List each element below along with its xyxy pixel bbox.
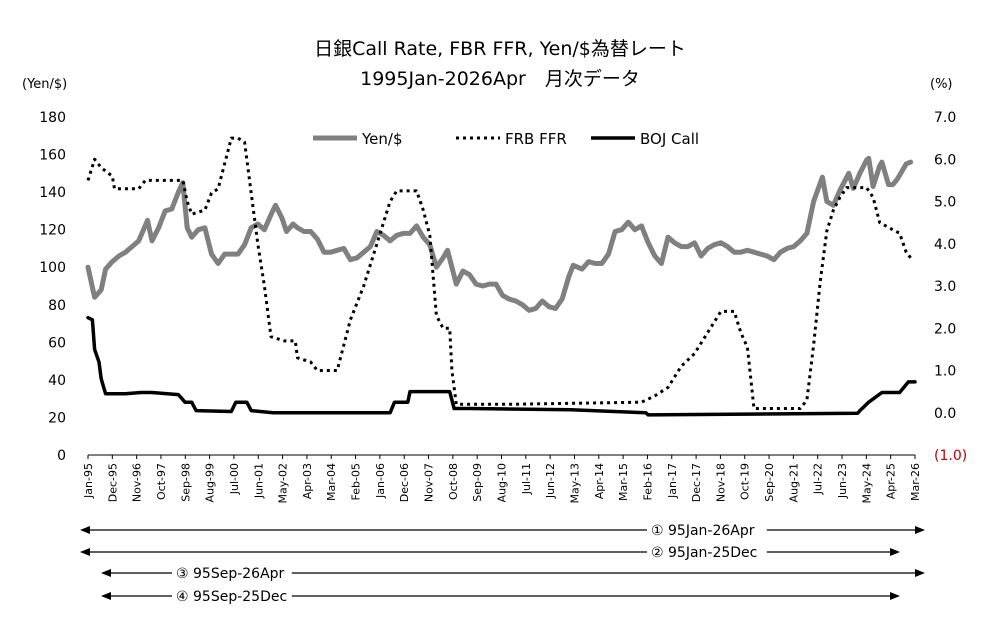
y-right-tick-label: 0.0	[934, 406, 956, 422]
period-arrow-label: ① 95Jan-26Apr	[651, 523, 755, 539]
x-tick-label: Jul-00	[228, 463, 241, 495]
x-tick-label: Mar-26	[909, 463, 922, 501]
x-tick-label: Jan-06	[374, 463, 387, 499]
x-tick-label: Aug-99	[204, 463, 217, 502]
x-tick-label: Jan-95	[82, 463, 95, 499]
x-tick-label: Dec-95	[106, 463, 119, 502]
y-left-tick-label: 180	[39, 110, 66, 126]
legend-label: FRB FFR	[505, 130, 567, 148]
y-left-tick-label: 140	[39, 185, 66, 201]
period-arrow-label-bg	[172, 563, 292, 583]
y-right-tick-label: 1.0	[934, 364, 956, 380]
x-tick-label: Sep-20	[763, 463, 776, 502]
period-arrow-head-right	[890, 592, 900, 600]
y-right-tick-label: 3.0	[934, 279, 956, 295]
x-tick-label: Sep-98	[179, 463, 192, 502]
x-tick-label: Sep-09	[471, 463, 484, 502]
x-tick-label: Oct-08	[447, 463, 460, 500]
y-left-tick-label: 80	[48, 298, 66, 314]
x-tick-label: May-13	[568, 463, 581, 504]
series-line-frb-ffr	[86, 136, 914, 410]
y-right-unit-label: (%)	[930, 77, 953, 92]
y-right-tick-label: 5.0	[934, 195, 956, 211]
legend-label: BOJ Call	[640, 130, 699, 148]
x-tick-label: Nov-18	[714, 463, 727, 502]
x-tick-label: May-02	[277, 463, 290, 504]
chart-title: 日銀Call Rate, FBR FFR, Yen/$為替レート	[314, 38, 686, 60]
x-tick-label: Dec-17	[690, 463, 703, 502]
y-left-tick-label: 40	[48, 373, 66, 389]
x-tick-label: Apr-14	[593, 463, 606, 499]
x-tick-label: Dec-06	[398, 463, 411, 502]
period-arrow-head-left	[101, 569, 111, 577]
x-tick-label: Jun-23	[836, 463, 849, 499]
legend-label: Yen/$	[361, 130, 403, 148]
y-left-unit-label: (Yen/$)	[22, 77, 68, 92]
y-right-tick-label: 6.0	[934, 152, 956, 168]
x-tick-label: Mar-15	[617, 463, 630, 501]
y-left-tick-label: 20	[48, 410, 66, 426]
y-right-tick-label: 4.0	[934, 237, 956, 253]
y-left-tick-label: 160	[39, 148, 66, 164]
x-tick-label: Aug-21	[787, 463, 800, 502]
y-left-tick-label: 0	[57, 448, 66, 464]
x-tick-label: Oct-19	[739, 463, 752, 500]
period-arrow-head-left	[80, 548, 90, 556]
x-tick-label: Jun-12	[544, 463, 557, 499]
series-line-boj-call	[86, 315, 917, 417]
period-arrow-head-right	[915, 526, 925, 534]
period-arrow-label-bg	[647, 542, 767, 562]
x-tick-label: Nov-96	[131, 463, 144, 502]
y-left-tick-label: 120	[39, 223, 66, 239]
y-right-tick-label: 7.0	[934, 110, 956, 126]
y-left-tick-label: 100	[39, 260, 66, 276]
x-tick-label: Oct-97	[155, 463, 168, 500]
x-tick-label: Jul-11	[520, 463, 533, 495]
y-right-tick-label: 2.0	[934, 321, 956, 337]
x-tick-label: May-24	[860, 463, 873, 504]
x-tick-label: Feb-16	[641, 463, 654, 500]
period-arrow-head-right	[890, 548, 900, 556]
x-tick-label: Jan-17	[666, 463, 679, 499]
x-tick-label: Aug-10	[496, 463, 509, 502]
x-tick-label: Jul-22	[812, 463, 825, 495]
x-tick-label: Jun-01	[252, 463, 265, 499]
period-arrow-label: ④ 95Sep-25Dec	[176, 589, 287, 605]
y-left-tick-label: 60	[48, 335, 66, 351]
period-arrow-label: ② 95Jan-25Dec	[651, 545, 757, 561]
x-tick-label: Nov-07	[423, 463, 436, 502]
series-line-yen-	[85, 155, 914, 313]
y-right-tick-label: (1.0)	[934, 448, 967, 464]
period-arrow-label-bg	[172, 586, 292, 606]
period-arrow-head-left	[80, 526, 90, 534]
chart-subtitle: 1995Jan-2026Apr 月次データ	[360, 68, 640, 90]
x-tick-label: Feb-05	[350, 463, 363, 500]
period-arrow-head-right	[915, 569, 925, 577]
x-tick-label: Mar-04	[325, 463, 338, 501]
x-tick-label: Apr-03	[301, 463, 314, 499]
period-arrow-head-left	[101, 592, 111, 600]
x-tick-label: Apr-25	[885, 463, 898, 499]
period-arrow-label-bg	[647, 520, 767, 540]
period-arrow-label: ③ 95Sep-26Apr	[176, 566, 285, 582]
